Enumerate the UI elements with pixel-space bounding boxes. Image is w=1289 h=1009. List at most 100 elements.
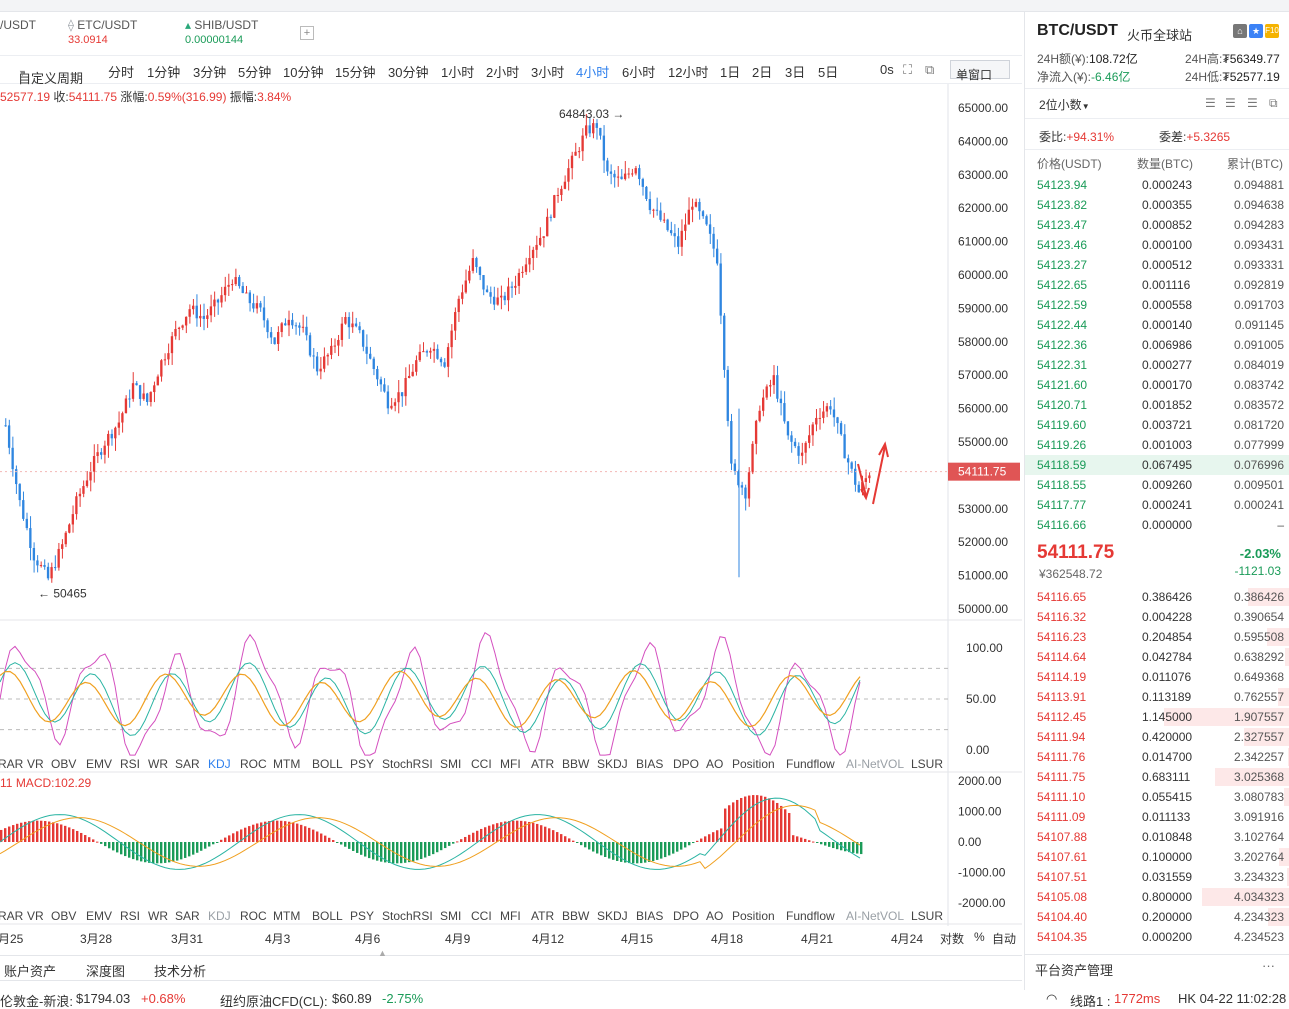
ind-lsur[interactable]: LSUR (911, 909, 944, 923)
ind-psy[interactable]: PSY (350, 757, 375, 771)
bid-row[interactable]: 54123.46 0.000100 0.093431 (1025, 235, 1289, 255)
ind-position[interactable]: Position (732, 909, 775, 923)
ind-atr[interactable]: ATR (531, 909, 555, 923)
ask-row[interactable]: 54114.19 0.011076 0.649368 (1025, 667, 1289, 687)
ask-row[interactable]: 54104.40 0.200000 4.234323 (1025, 907, 1289, 927)
period-1h[interactable]: 1小时 (441, 65, 475, 80)
period-10m[interactable]: 10分钟 (283, 65, 324, 80)
period-5d[interactable]: 5日 (818, 65, 839, 80)
period-3m[interactable]: 3分钟 (193, 65, 227, 80)
ind-skdj[interactable]: SKDJ (597, 909, 628, 923)
ind-roc[interactable]: ROC (240, 757, 267, 771)
ind-sar[interactable]: SAR (175, 757, 200, 771)
ask-row[interactable]: 54111.94 0.420000 2.327557 (1025, 727, 1289, 747)
ind-emv[interactable]: EMV (86, 757, 113, 771)
ind-wr[interactable]: WR (148, 909, 168, 923)
ind-position[interactable]: Position (732, 757, 775, 771)
ind-skdj[interactable]: SKDJ (597, 757, 628, 771)
popout-icon[interactable]: ⧉ (1269, 96, 1278, 110)
ind-obv[interactable]: OBV (51, 757, 77, 771)
ask-row[interactable]: 54111.75 0.683111 3.025368 (1025, 767, 1289, 787)
period-6h[interactable]: 6小时 (622, 65, 656, 80)
tab-technical-analysis[interactable]: 技术分析 (154, 964, 207, 979)
ind-cci[interactable]: CCI (471, 909, 492, 923)
bid-row[interactable]: 54118.55 0.009260 0.009501 (1025, 475, 1289, 495)
bid-row[interactable]: 54122.36 0.006986 0.091005 (1025, 335, 1289, 355)
tab-account-assets[interactable]: 账户资产 (4, 964, 57, 979)
ask-row[interactable]: 54107.61 0.100000 3.202764 (1025, 847, 1289, 867)
ind-rsi[interactable]: RSI (120, 757, 141, 771)
ind-kdj[interactable]: KDJ (208, 757, 231, 771)
period-fenshi[interactable]: 分时 (108, 65, 135, 80)
ask-row[interactable]: 54112.45 1.145000 1.907557 (1025, 707, 1289, 727)
ind-vr[interactable]: VR (27, 909, 44, 923)
ind-stochrsi[interactable]: StochRSI (382, 757, 433, 771)
ind-roc[interactable]: ROC (240, 909, 267, 923)
ind-lsur[interactable]: LSUR (911, 757, 944, 771)
ask-row[interactable]: 54113.91 0.113189 0.762557 (1025, 687, 1289, 707)
ask-row[interactable]: 54116.23 0.204854 0.595508 (1025, 627, 1289, 647)
bid-row[interactable]: 54123.47 0.000852 0.094283 (1025, 215, 1289, 235)
bid-row[interactable]: 54119.26 0.001003 0.077999 (1025, 435, 1289, 455)
auto-scale-toggle[interactable]: 自动 (992, 932, 1017, 946)
ind-ai-netvol[interactable]: AI-NetVOL (846, 909, 905, 923)
ind-rar[interactable]: RAR (0, 757, 24, 771)
ask-row[interactable]: 54111.76 0.014700 2.342257 (1025, 747, 1289, 767)
star-icon[interactable]: ★ (1249, 24, 1263, 38)
ask-row[interactable]: 54107.51 0.031559 3.234323 (1025, 867, 1289, 887)
ind-rsi[interactable]: RSI (120, 909, 141, 923)
ind-ao[interactable]: AO (706, 757, 724, 771)
bid-row[interactable]: 54123.82 0.000355 0.094638 (1025, 195, 1289, 215)
period-2d[interactable]: 2日 (752, 65, 773, 80)
ind-mfi[interactable]: MFI (500, 909, 521, 923)
kline-chart[interactable]: 65000.00 64000.00 63000.00 62000.00 61000.00… (0, 84, 1022, 926)
popout-icon[interactable]: ⧉ (925, 62, 935, 77)
ind-mfi[interactable]: MFI (500, 757, 521, 771)
ind-sar[interactable]: SAR (175, 909, 200, 923)
tab-depth-chart[interactable]: 深度图 (86, 964, 126, 979)
ind-mtm[interactable]: MTM (273, 909, 301, 923)
ind-atr[interactable]: ATR (531, 757, 555, 771)
bid-row[interactable]: 54117.77 0.000241 0.000241 (1025, 495, 1289, 515)
ind-bias[interactable]: BIAS (636, 757, 664, 771)
ind-stochrsi[interactable]: StochRSI (382, 909, 433, 923)
bids-only-icon[interactable]: ☰ (1225, 96, 1236, 110)
period-1d[interactable]: 1日 (720, 65, 741, 80)
ind-fundflow[interactable]: Fundflow (786, 909, 835, 923)
period-2h[interactable]: 2小时 (486, 65, 520, 80)
ind-kdj[interactable]: KDJ (208, 909, 231, 923)
ask-row[interactable]: 54111.09 0.011133 3.091916 (1025, 807, 1289, 827)
period-1m[interactable]: 1分钟 (147, 65, 181, 80)
ind-vr[interactable]: VR (27, 757, 44, 771)
ind-psy[interactable]: PSY (350, 909, 375, 923)
fullscreen-icon[interactable]: ⛶ (903, 62, 913, 77)
ask-row[interactable]: 54104.35 0.000200 4.234523 (1025, 927, 1289, 947)
ind-obv[interactable]: OBV (51, 909, 77, 923)
bid-row[interactable]: 54122.65 0.001116 0.092819 (1025, 275, 1289, 295)
ask-row[interactable]: 54111.10 0.055415 3.080783 (1025, 787, 1289, 807)
bid-row[interactable]: 54116.66 0.000000 – (1025, 515, 1289, 535)
bid-row[interactable]: 54118.59 0.067495 0.076996 (1025, 455, 1289, 475)
log-scale-toggle[interactable]: 对数 (940, 932, 965, 946)
ask-row[interactable]: 54116.65 0.386426 0.386426 (1025, 587, 1289, 607)
ask-row[interactable]: 54107.88 0.010848 3.102764 (1025, 827, 1289, 847)
add-ticker-button[interactable]: + (300, 26, 314, 40)
more-icon[interactable]: ··· (1262, 958, 1275, 973)
ask-row[interactable]: 54105.08 0.800000 4.034323 (1025, 887, 1289, 907)
ind-bbw[interactable]: BBW (562, 909, 590, 923)
f10-icon[interactable]: F10 (1265, 24, 1279, 38)
period-12h[interactable]: 12小时 (668, 65, 709, 80)
bid-row[interactable]: 54122.31 0.000277 0.084019 (1025, 355, 1289, 375)
ind-bbw[interactable]: BBW (562, 757, 590, 771)
ind-emv[interactable]: EMV (86, 909, 113, 923)
ticker-tab-shib[interactable]: ▴ SHIB/USDT 0.00000144 (185, 18, 258, 46)
bid-row[interactable]: 54120.71 0.001852 0.083572 (1025, 395, 1289, 415)
period-3d[interactable]: 3日 (785, 65, 806, 80)
bid-row[interactable]: 54122.44 0.000140 0.091145 (1025, 315, 1289, 335)
ind-bias[interactable]: BIAS (636, 909, 664, 923)
bell-icon[interactable]: ⌂ (1233, 24, 1247, 38)
ind-smi[interactable]: SMI (440, 909, 462, 923)
ind-ao[interactable]: AO (706, 909, 724, 923)
ind-wr[interactable]: WR (148, 757, 168, 771)
ind-dpo[interactable]: DPO (673, 757, 700, 771)
